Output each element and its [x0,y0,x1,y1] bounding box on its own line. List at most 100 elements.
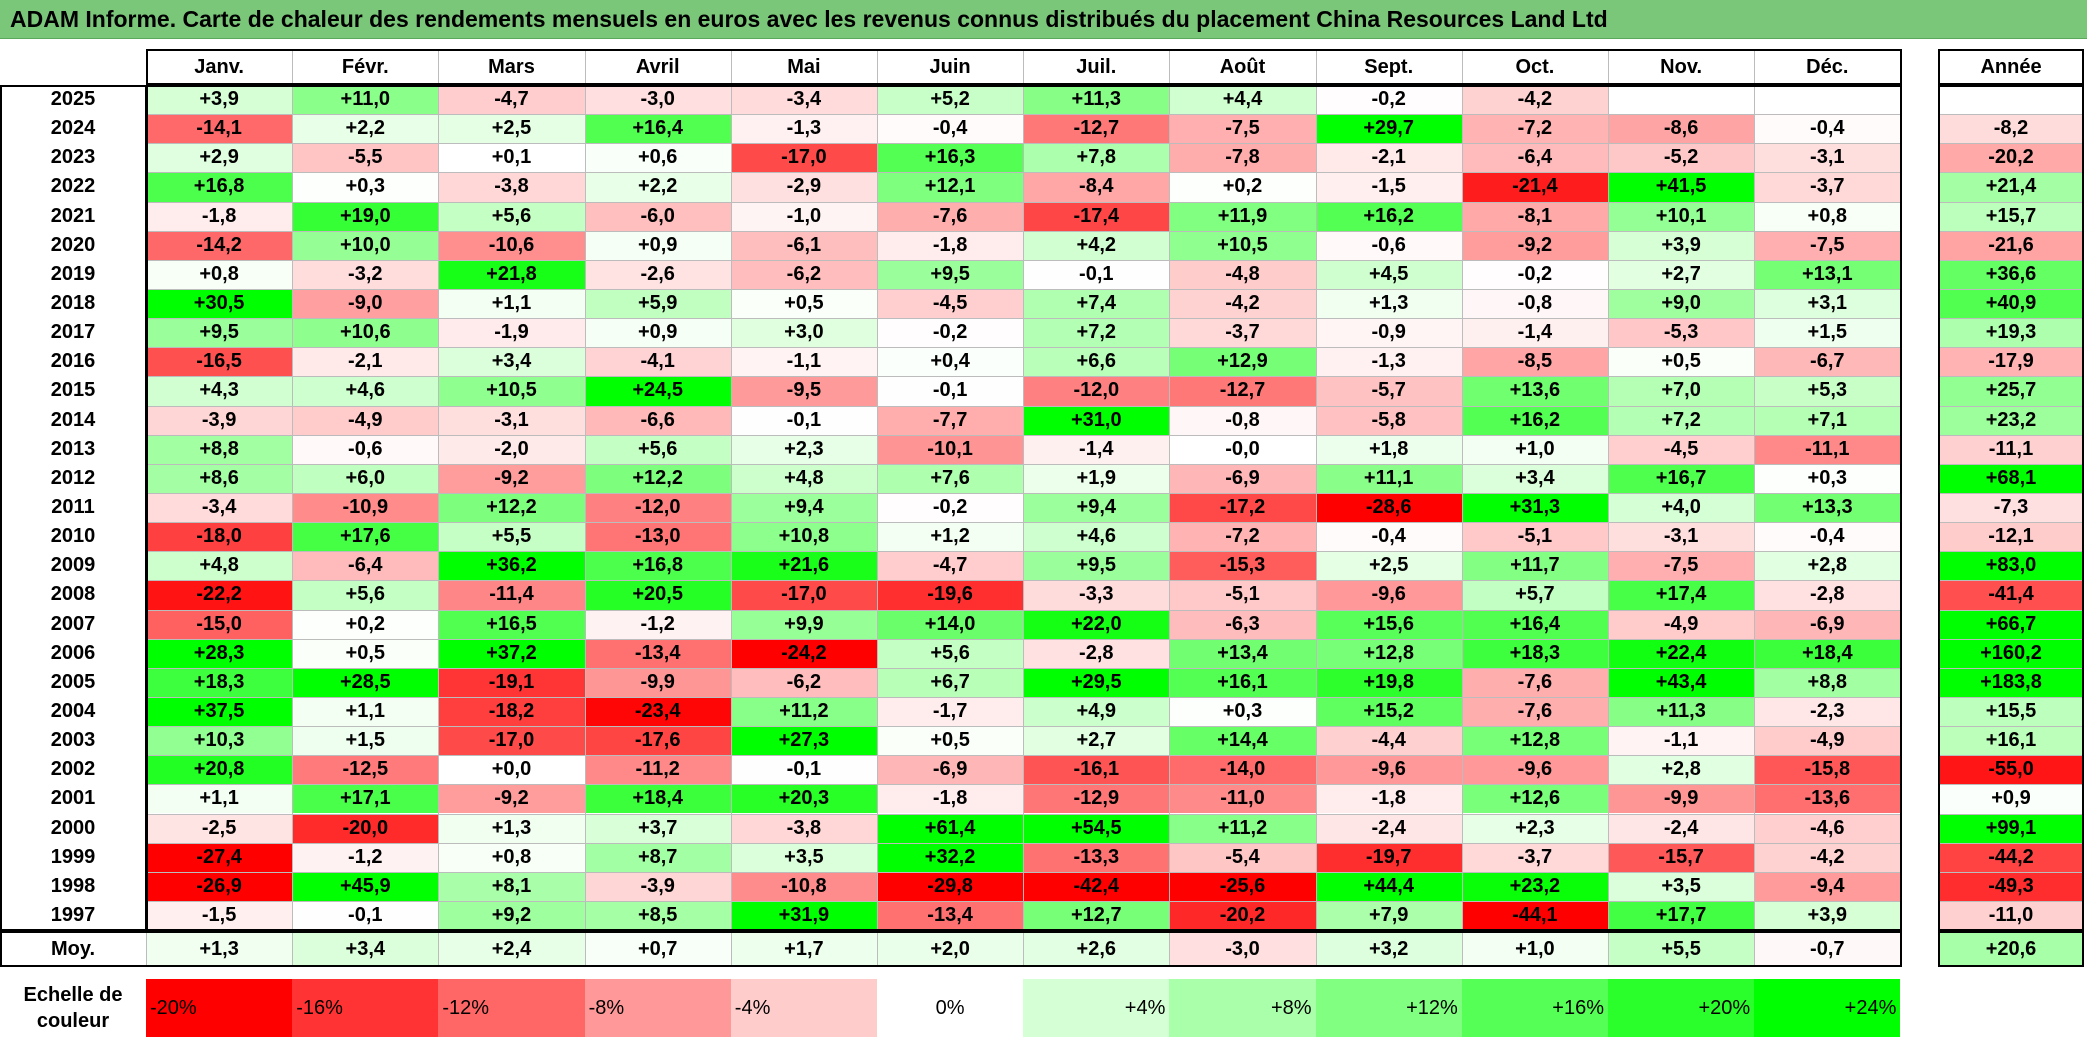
heatmap-cell: -6,7 [1754,347,1901,377]
heatmap-cell: -13,3 [1023,842,1170,872]
heatmap-cell: -3,1 [1754,143,1901,173]
heatmap-cell: -13,4 [584,638,731,668]
month-header: Sept. [1315,49,1462,85]
grid-line [1938,813,2084,815]
heatmap-cell: +0,5 [1608,347,1755,377]
heatmap-cell: -2,4 [1608,813,1755,843]
year-label: 2008 [0,580,146,610]
heatmap-cell: +1,1 [292,696,439,727]
month-header: Oct. [1461,49,1608,85]
heatmap-cell: -9,2 [438,463,585,493]
heatmap-cell: +9,0 [1608,288,1755,319]
heatmap-cell: -6,9 [1754,609,1901,639]
grid-line [584,49,586,967]
heatmap-cell: +43,4 [1608,667,1755,697]
heatmap-cell: +16,2 [1461,405,1608,435]
heatmap-cell: +30,5 [146,288,293,319]
heatmap-cell: -16,1 [1023,755,1170,785]
year-label: 2007 [0,609,146,639]
heatmap-cell: -5,5 [292,143,439,173]
month-header: Juin [877,49,1024,85]
heatmap-cell: +11,1 [1315,463,1462,493]
heatmap-cell: -14,0 [1169,755,1316,785]
heatmap-cell: +12,6 [1461,784,1608,814]
annual-cell: +68,1 [1938,463,2084,493]
heatmap-cell: -7,6 [1461,667,1608,697]
heatmap-cell: -1,2 [584,609,731,639]
heatmap-cell: -11,4 [438,580,585,610]
heatmap-cell: -15,3 [1169,551,1316,581]
year-label: 2023 [0,143,146,173]
heatmap-cell: +1,1 [438,288,585,319]
heatmap-cell: -23,4 [584,696,731,727]
heatmap-cell: +45,9 [292,871,439,901]
heatmap-cell: -6,4 [292,551,439,581]
heatmap-cell: +24,5 [584,376,731,406]
grid-line [877,49,878,967]
annual-cell: +25,7 [1938,376,2084,406]
heatmap-cell: +0,9 [584,318,731,348]
heatmap-cell: +2,7 [1023,726,1170,756]
heatmap-cell: +9,2 [438,900,585,931]
heatmap-cell: -4,9 [292,405,439,435]
heatmap-cell: -7,5 [1754,230,1901,260]
heatmap-cell: -13,0 [584,522,731,552]
heatmap-cell: -6,1 [730,230,877,260]
annual-cell: +66,7 [1938,609,2084,639]
heatmap-cell: +1,1 [146,784,293,814]
heatmap-cell: +13,6 [1461,376,1608,406]
heatmap-cell: -1,8 [1315,784,1462,814]
month-header: Janv. [146,49,293,85]
heatmap-cell: -1,9 [438,318,585,348]
heatmap-cell: -7,5 [1608,551,1755,581]
year-label: 1998 [0,871,146,901]
heatmap-cell: -12,7 [1023,114,1170,144]
month-header: Mars [438,49,585,85]
heatmap-cell: +1,3 [438,813,585,843]
average-label: Moy. [0,931,146,967]
year-label: 2005 [0,667,146,697]
heatmap-cell: +2,2 [584,172,731,202]
annual-cell: +16,1 [1938,726,2084,756]
heatmap-cell: -4,7 [438,85,585,115]
heatmap-cell: -6,2 [730,259,877,289]
heatmap-cell: -1,5 [146,900,293,931]
annual-cell: -20,2 [1938,143,2084,173]
average-annual-cell: +20,6 [1938,931,2084,967]
heatmap-cell: +10,5 [438,376,585,406]
heatmap-cell: +7,0 [1608,376,1755,406]
heatmap-cell: -3,7 [1461,842,1608,872]
data-frame [146,85,1903,932]
heatmap-cell: +3,1 [1754,288,1901,319]
grid-line [1023,49,1025,967]
heatmap-cell: +17,4 [1608,580,1755,610]
heatmap-cell: +4,5 [1315,259,1462,289]
heatmap-cell: +16,7 [1608,463,1755,493]
heatmap-cell: +3,7 [584,813,731,843]
heatmap-cell: +0,8 [146,259,293,289]
annual-cell: +23,2 [1938,405,2084,435]
heatmap-cell: -3,4 [146,492,293,523]
annual-cell: -44,2 [1938,842,2084,872]
color-scale-swatch: +16% [1461,979,1608,1037]
heatmap-cell: +1,3 [1315,288,1462,319]
grid-line [1938,492,2084,494]
heatmap-cell: -3,8 [438,172,585,202]
annual-frame [1938,85,2084,932]
heatmap-cell: +16,8 [146,172,293,202]
heatmap-cell: -0,2 [877,492,1024,523]
heatmap-cell: -21,4 [1461,172,1608,202]
heatmap-cell: +17,7 [1608,900,1755,931]
heatmap-cell: -2,8 [1754,580,1901,610]
heatmap-cell: -0,1 [730,405,877,435]
color-scale-swatch: +24% [1754,979,1901,1037]
heatmap-cell: +18,4 [584,784,731,814]
heatmap-cell: -0,8 [1169,405,1316,435]
average-cell: +1,0 [1461,931,1608,967]
heatmap-cell: +2,7 [1608,259,1755,289]
color-scale-swatch: -8% [584,979,731,1037]
annual-cell: -55,0 [1938,755,2084,785]
heatmap-cell: +8,6 [146,463,293,493]
month-header: Août [1169,49,1316,85]
heatmap-cell: +0,5 [730,288,877,319]
